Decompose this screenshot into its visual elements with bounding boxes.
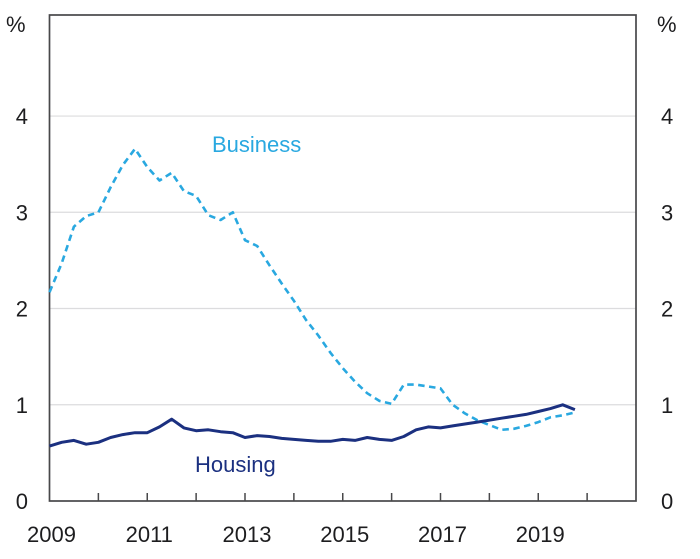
x-axis-label-2015: 2015	[320, 522, 369, 547]
y-axis-label-right-1: 1	[661, 393, 673, 418]
series-label-housing: Housing	[195, 452, 276, 477]
y-axis-label-left-2: 2	[16, 297, 28, 322]
series-label-business: Business	[212, 132, 302, 157]
y-axis-label-right-2: 2	[661, 297, 673, 322]
y-axis-label-left-3: 3	[16, 200, 28, 225]
y-axis-label-left-0: 0	[16, 489, 28, 514]
x-axis-label-2009: 2009	[27, 522, 76, 547]
y-axis-label-right-0: 0	[661, 489, 673, 514]
y-axis-unit-left: %	[6, 12, 26, 37]
y-axis-label-left-1: 1	[16, 393, 28, 418]
x-axis-label-2013: 2013	[223, 522, 272, 547]
y-axis-unit-right: %	[657, 12, 677, 37]
x-axis-label-2019: 2019	[516, 522, 565, 547]
y-axis-label-right-4: 4	[661, 104, 673, 129]
y-axis-label-left-4: 4	[16, 104, 28, 129]
axis-border	[48, 14, 637, 502]
x-axis-label-2017: 2017	[418, 522, 467, 547]
y-axis-label-right-3: 3	[661, 200, 673, 225]
series-line-housing	[49, 403, 576, 448]
x-axis-label-2011: 2011	[126, 522, 173, 547]
series-line-business	[48, 147, 576, 432]
